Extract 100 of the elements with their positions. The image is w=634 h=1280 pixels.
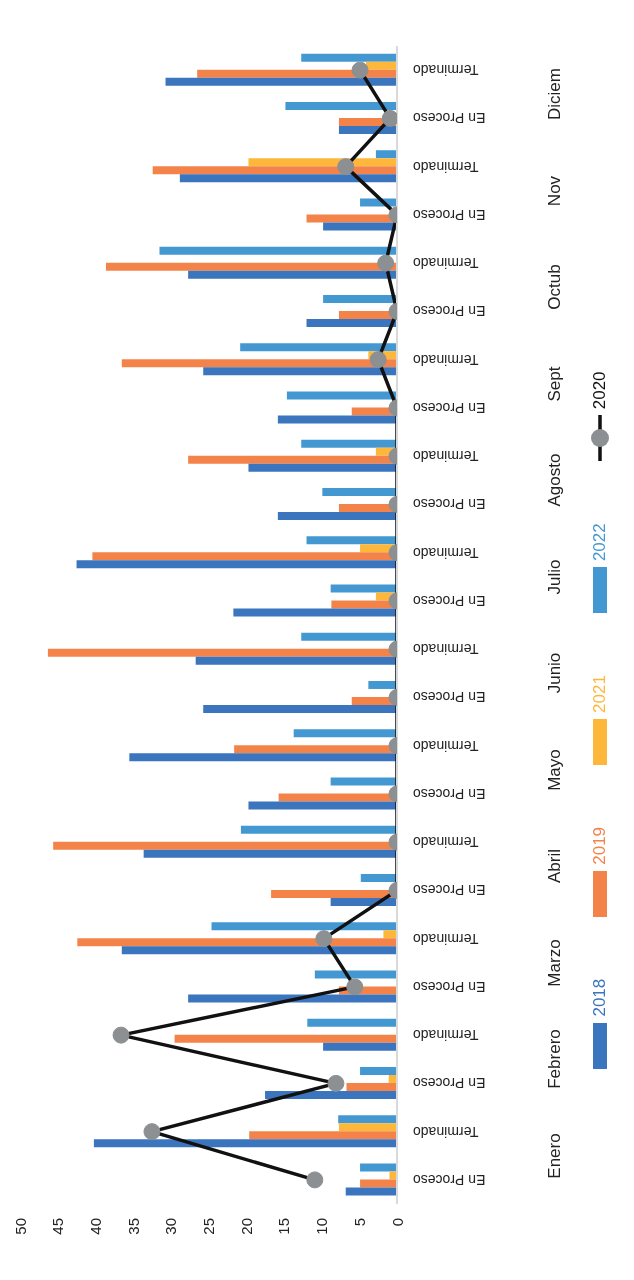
y-tick-label: En Proceso [412,689,486,706]
text: Julio [545,559,564,595]
bar [360,873,397,882]
bar [159,246,397,255]
bar [203,367,397,376]
bar [360,1179,397,1188]
bar [301,439,397,448]
y-tick-label: En Proceso [412,496,486,513]
bar [330,777,397,786]
x-tick-label: 20 [237,1218,255,1235]
bar [307,1018,397,1027]
bar [165,77,397,86]
bar [240,343,397,352]
text: Febrero [545,1029,564,1090]
bar [277,415,397,424]
bar [248,463,397,472]
bar [368,680,397,689]
bar [188,994,397,1003]
y-tick-label: Terminado [412,62,479,79]
bar [248,158,397,167]
x-tick-label: 50 [11,1218,29,1235]
text: Mayo [545,748,564,791]
bar [249,1131,397,1140]
bar [360,1163,397,1172]
bar [211,922,397,931]
y-tick-label: En Proceso [412,882,486,899]
bar [323,294,397,303]
y-tick-label: En Proceso [412,206,486,223]
y-tick-label: Terminado [412,158,479,175]
bar [306,536,397,545]
bar [366,61,397,70]
text: Agosto [545,453,564,507]
bar [152,166,397,175]
text: Diciem [545,68,564,121]
bar [121,946,397,955]
y-tick-label: En Proceso [412,785,486,802]
bar [143,849,397,858]
bar [338,1123,397,1132]
bar [306,318,397,327]
x-tick-label: 40 [86,1218,104,1235]
text: Nov [545,175,564,206]
bar [345,1187,397,1196]
y-tick-label: Terminado [412,641,479,658]
text: 2021 [590,675,610,713]
x-tick-label: 35 [124,1218,142,1235]
bar [301,53,397,62]
text: 2018 [590,978,610,1017]
bar [293,729,397,738]
bar [233,608,397,617]
x-tick-label: 15 [275,1218,293,1235]
text: Enero [545,1133,564,1179]
y-tick-label: Terminado [412,737,479,754]
bar [314,970,397,979]
y-tick-label: En Proceso [412,399,486,416]
bar [76,560,397,569]
bar [174,1034,397,1043]
bar [323,1042,397,1051]
y-tick-label: Terminado [412,448,479,465]
text: Marzo [545,939,564,987]
y-tick-label: En Proceso [412,592,486,609]
text: Junio [545,652,564,694]
bar [323,222,397,231]
bar [383,930,397,939]
x-tick-label: 10 [313,1218,331,1235]
bar [277,511,397,520]
bar [285,101,397,110]
bar [188,270,397,279]
x-tick-label: 0 [388,1218,406,1227]
bar [346,1082,397,1091]
bar [121,359,397,368]
bar [322,487,397,496]
text: 2020 [590,371,610,410]
x-tick-label: 25 [200,1218,217,1235]
text: 2022 [590,523,610,562]
bar [338,1115,397,1124]
bar [240,825,397,834]
bar [105,262,397,271]
bar [129,753,397,762]
y-tick-label: Terminado [412,930,479,947]
y-tick-label: En Proceso [412,303,486,320]
y-tick-label: Terminado [412,544,479,561]
text: Sept [545,366,564,402]
x-tick-label: 30 [162,1218,180,1235]
y-tick-label: En Proceso [412,110,486,127]
bar [248,801,397,810]
y-tick-label: Terminado [412,1027,479,1044]
bar [360,1066,397,1075]
bar [389,1171,397,1180]
bar [77,938,397,947]
bar [286,391,397,400]
text: 2019 [590,826,610,865]
bar [195,656,397,665]
bar [203,704,397,713]
bar [301,632,397,641]
y-tick-label: Terminado [412,1123,479,1140]
y-tick-label: En Proceso [412,978,486,995]
bar [330,584,397,593]
bar [179,174,397,183]
bar [93,1139,397,1148]
y-tick-label: En Proceso [412,1075,486,1092]
